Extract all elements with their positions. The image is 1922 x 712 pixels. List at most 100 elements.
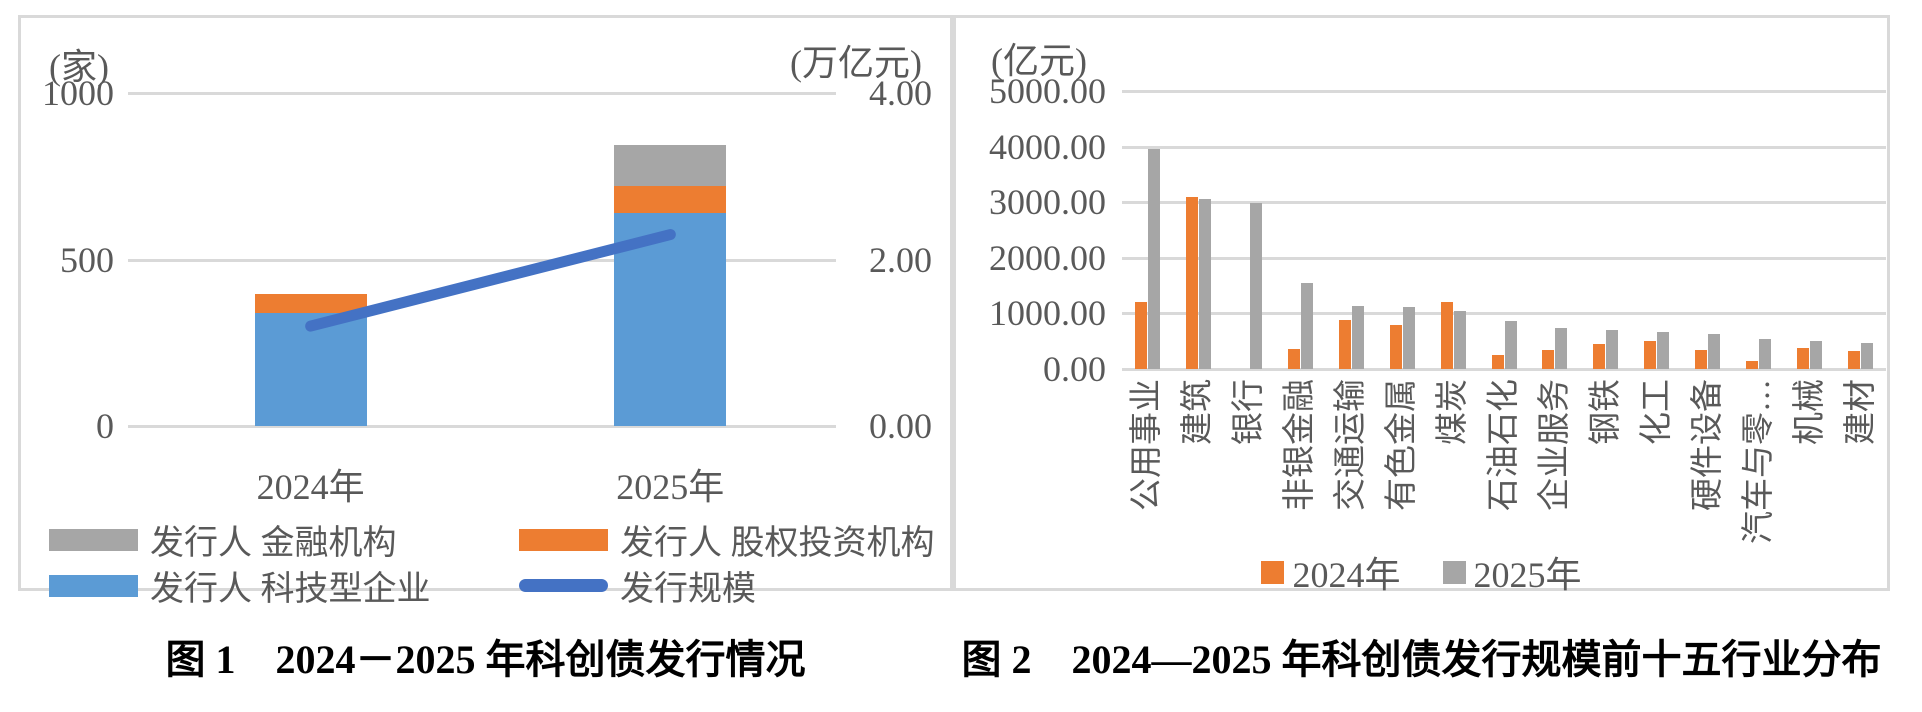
y-axis-tick-label: 5000.00 (989, 71, 1106, 111)
legend-item: 发行人 科技型企业 (49, 561, 431, 610)
right-axis-tick-label: 4.00 (869, 73, 932, 113)
legend-label: 发行规模 (620, 571, 756, 608)
chart1-plot-area: 0 0.00 500 2.00 1000 4.00 2024年 2025年 (42, 73, 932, 507)
chart1-left-axis-unit: (家) (49, 47, 109, 87)
bar-2024 (1185, 197, 1198, 369)
x-axis-category-label: 石油石化 (1486, 379, 1522, 511)
gridline (1122, 312, 1886, 316)
x-axis-category-label: 企业服务 (1536, 379, 1573, 511)
x-axis-category-label: 有色金属 (1384, 379, 1421, 511)
y-axis-tick-label: 0.00 (1043, 349, 1106, 389)
bar-2025 (1351, 306, 1364, 369)
legend-item: 2025年 (1442, 546, 1582, 598)
legend-item: 发行规模 (519, 561, 756, 610)
left-axis-tick-label: 1000 (42, 73, 114, 113)
x-axis-category-label: 2024年 (256, 467, 365, 507)
bar-segment (254, 294, 367, 313)
y-axis-tick-label: 2000.00 (989, 237, 1106, 278)
legend-swatch (519, 528, 608, 551)
legend-swatch (1261, 560, 1285, 584)
bar-2025 (1708, 333, 1721, 369)
legend-label: 发行人 金融机构 (150, 525, 397, 562)
bar-2025 (1453, 310, 1466, 369)
chart2-panel: (亿元) 0.00 1000.00 2000.00 3000.00 4000.00 500… (953, 15, 1890, 595)
gridline (128, 258, 836, 262)
bar-2024 (1644, 341, 1657, 369)
x-axis-category-label: 硬件设备 (1689, 379, 1726, 511)
y-axis-tick-label: 3000.00 (989, 182, 1106, 223)
bar-segment (614, 144, 727, 187)
legend-swatch (1442, 560, 1466, 584)
x-axis-category-label: 机械 (1791, 379, 1828, 445)
legend-item: 发行人 股权投资机构 (519, 515, 935, 564)
x-axis-category-label: 银行 (1231, 379, 1268, 445)
bar-segment (254, 312, 367, 426)
chart2-plot-area: 0.00 1000.00 2000.00 3000.00 4000.00 5000.00 公… (989, 71, 1886, 544)
legend-swatch (49, 574, 138, 597)
line-series (305, 229, 676, 332)
bar-2025 (1147, 148, 1160, 369)
chart2-caption: 图 2 2024—2025 年科创债发行规模前十五行业分布 (961, 637, 1882, 682)
x-axis-category-label: 化工 (1638, 379, 1675, 445)
bar-2025 (1300, 283, 1313, 369)
bar-segment (614, 186, 727, 213)
x-axis-category-label: 2025年 (616, 467, 725, 507)
chart1-right-axis-unit: (万亿元) (790, 43, 922, 83)
gridline (1122, 145, 1886, 149)
bar-2025 (1555, 327, 1568, 369)
legend-label: 发行人 股权投资机构 (620, 525, 935, 562)
right-axis-tick-label: 0.00 (869, 406, 932, 446)
bar-2024 (1338, 320, 1351, 369)
bar-2024 (1542, 349, 1555, 369)
gridline (128, 425, 836, 428)
legend-label: 2024年 (1292, 555, 1401, 595)
y-axis-tick-label: 4000.00 (989, 126, 1106, 167)
x-axis-category-label: 建材 (1842, 379, 1879, 445)
x-axis-category-label: 煤炭 (1435, 379, 1472, 445)
chart2-legend: 2024年 2025年 (956, 546, 1887, 598)
bar-2024 (1491, 355, 1504, 369)
bar-2024 (1440, 302, 1453, 369)
x-axis-category-label: 交通运输 (1333, 379, 1370, 511)
bar-2025 (1759, 338, 1772, 369)
left-axis-tick-label: 500 (60, 239, 114, 280)
legend-label: 2025年 (1473, 555, 1582, 595)
gridline (1122, 368, 1886, 371)
x-axis-category-label: 钢铁 (1587, 379, 1624, 445)
bar-2025 (1810, 341, 1823, 369)
bar-2025 (1198, 198, 1211, 369)
legend-swatch (519, 579, 608, 592)
bar-2025 (1606, 330, 1619, 369)
gridline (1122, 201, 1886, 205)
bar-2024 (1746, 360, 1759, 369)
chart1-panel: (家) (万亿元) 0 0.00 500 2.00 1000 4.00 2024年 2025年… (18, 15, 953, 608)
legend-label: 发行人 科技型企业 (150, 571, 431, 608)
gridline (1122, 90, 1886, 93)
bar-2025 (1402, 306, 1415, 369)
x-axis-category-label: 公用事业 (1129, 379, 1166, 511)
bar-2024 (1848, 351, 1861, 369)
bar-2024 (1593, 343, 1606, 369)
bar-2024 (1797, 348, 1810, 369)
bar-2025 (1249, 202, 1262, 369)
chart2-axis-unit: (亿元) (991, 41, 1087, 81)
gridline (128, 92, 836, 95)
x-axis-category-label: 非银金融 (1282, 379, 1319, 511)
legend-swatch (49, 528, 138, 551)
bar-2025 (1861, 343, 1874, 369)
x-axis-category-label: 建筑 (1180, 379, 1217, 445)
bar-2025 (1504, 321, 1517, 369)
legend-item: 发行人 金融机构 (49, 515, 397, 564)
x-axis-category-label: 汽车与零… (1740, 379, 1777, 544)
legend-item: 2024年 (1261, 546, 1401, 598)
bar-2024 (1389, 324, 1402, 369)
bar-2024 (1695, 349, 1708, 369)
bar-2024 (1287, 348, 1300, 369)
left-axis-tick-label: 0 (96, 406, 114, 446)
gridline (1122, 256, 1886, 260)
right-axis-tick-label: 2.00 (869, 239, 932, 280)
bar-2025 (1657, 331, 1670, 369)
y-axis-tick-label: 1000.00 (989, 293, 1106, 334)
chart1-caption: 图 1 2024－2025 年科创债发行情况 (165, 637, 806, 682)
